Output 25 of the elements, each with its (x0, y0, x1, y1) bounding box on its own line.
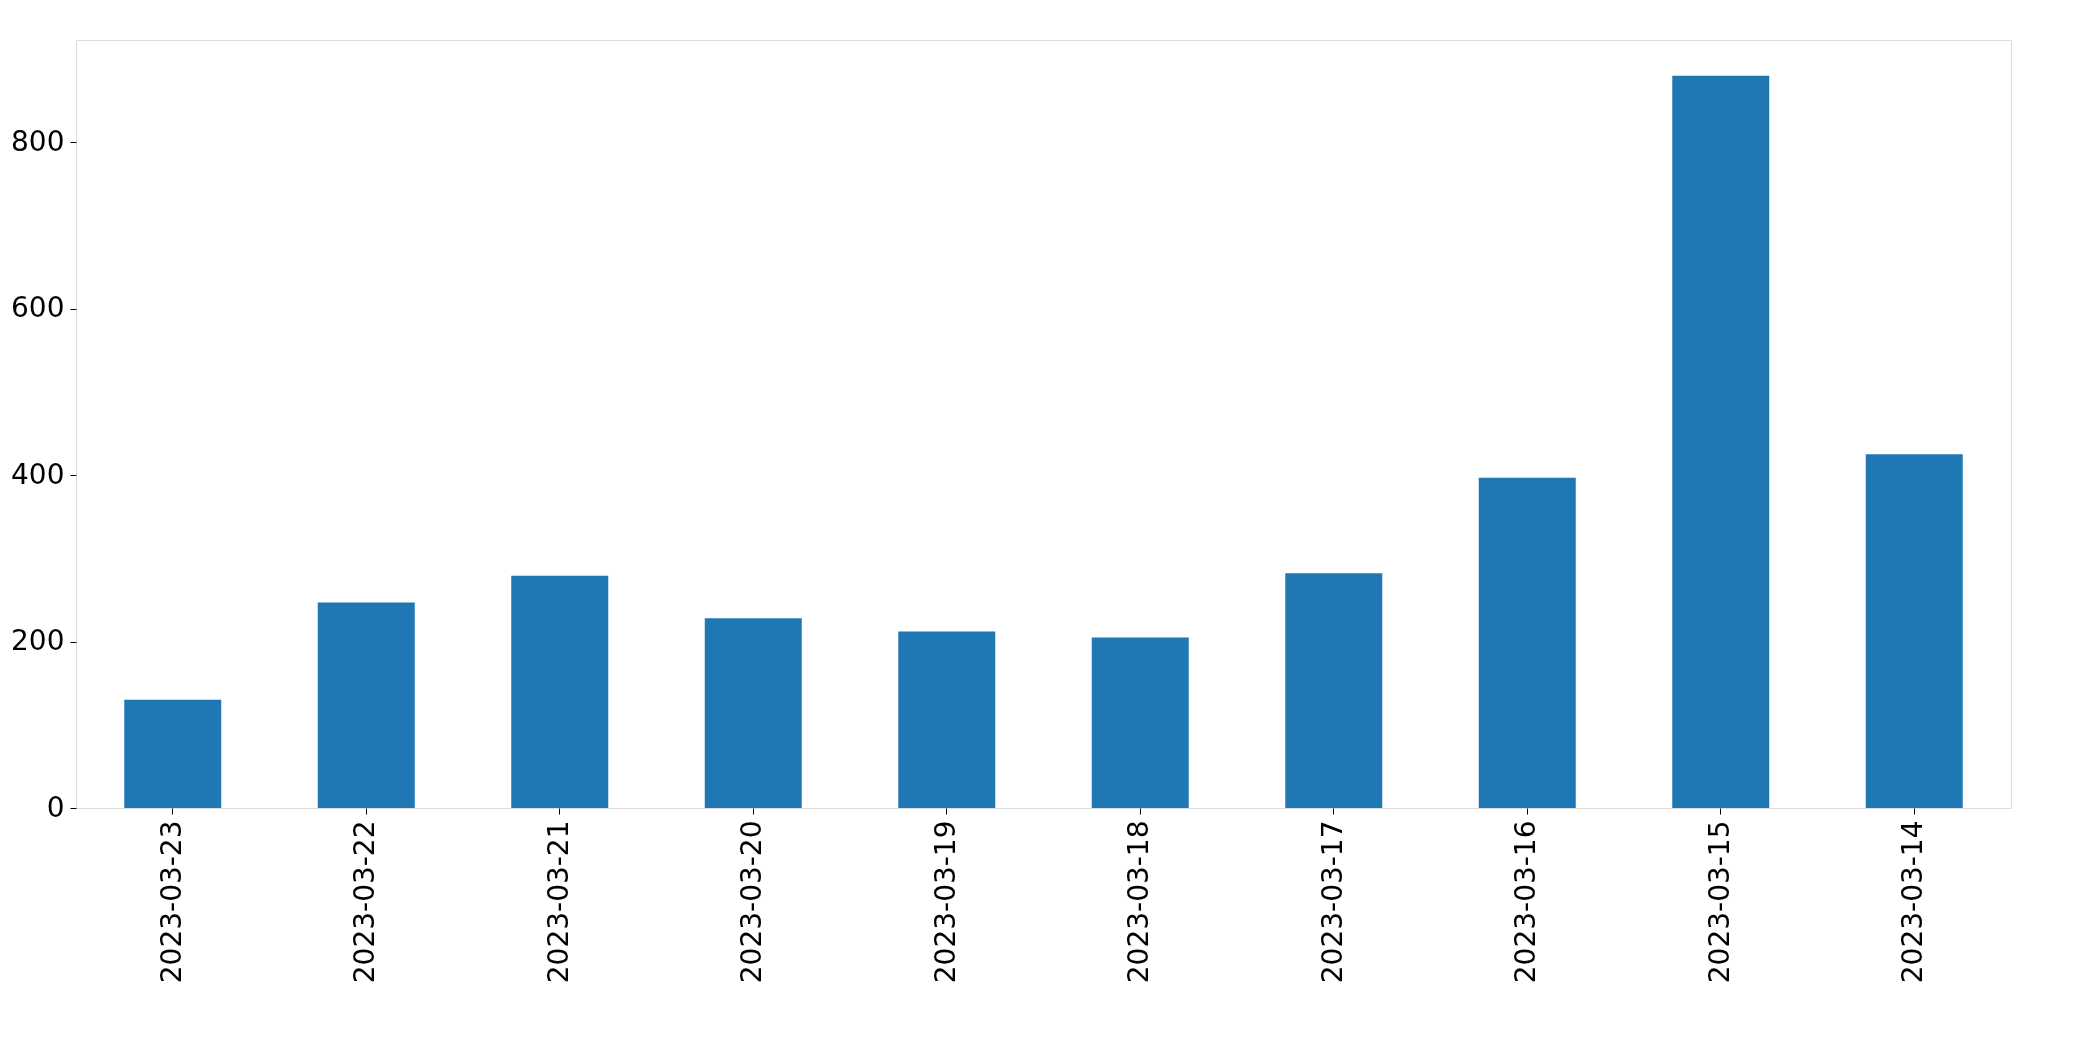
x-tick-label: 2023-03-22 (348, 820, 382, 984)
bar (1865, 454, 1963, 808)
bar (1672, 75, 1770, 808)
x-tick-label: 2023-03-17 (1315, 820, 1349, 984)
bar (1478, 477, 1576, 808)
bar (1285, 573, 1383, 808)
x-tick-label: 2023-03-21 (541, 820, 575, 984)
x-tick-label: 2023-03-14 (1896, 820, 1930, 984)
x-tick-label: 2023-03-16 (1509, 820, 1543, 984)
x-tick-label: 2023-03-19 (928, 820, 962, 984)
x-tick-label: 2023-03-15 (1702, 820, 1736, 984)
x-tick-label: 2023-03-23 (154, 820, 188, 984)
x-tick-label: 2023-03-20 (735, 820, 769, 984)
y-tick-label: 200 (11, 624, 65, 658)
bar (124, 699, 222, 808)
x-tick-label: 2023-03-18 (1122, 820, 1156, 984)
y-tick-label: 600 (11, 291, 65, 325)
bar (704, 618, 802, 808)
y-tick-label: 800 (11, 124, 65, 158)
y-tick-label: 0 (46, 790, 65, 824)
bar (898, 631, 996, 808)
y-tick-label: 400 (11, 457, 65, 491)
bar (1091, 637, 1189, 808)
bar (317, 602, 415, 808)
bar (511, 575, 609, 808)
